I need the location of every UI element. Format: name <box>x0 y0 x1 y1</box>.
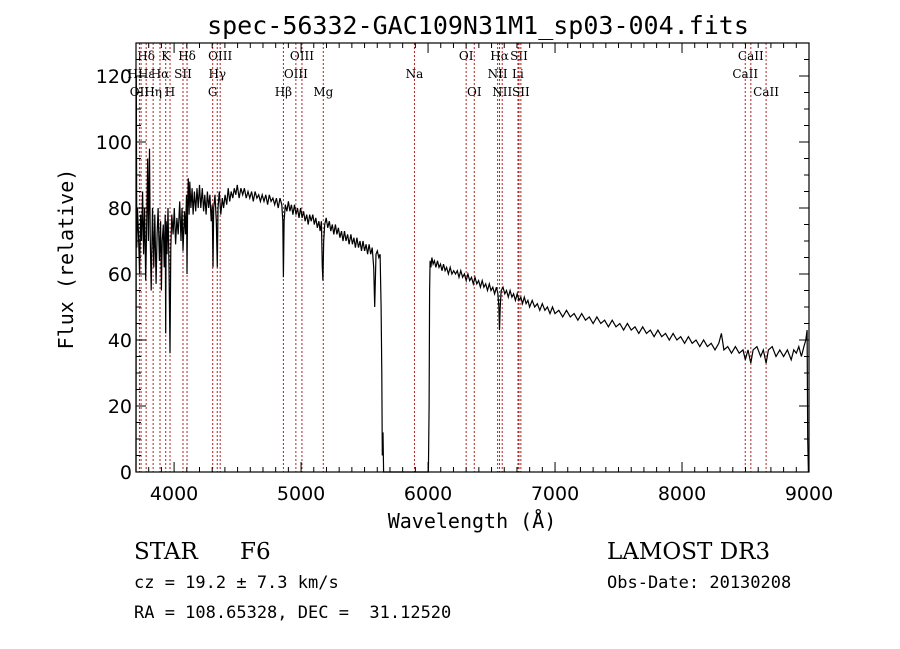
y-tick-label: 0 <box>120 462 132 484</box>
x-tick-label: 7000 <box>531 483 579 505</box>
marker-label: CaII <box>732 67 758 81</box>
x-tick-label: 5000 <box>277 483 325 505</box>
marker-label: Mg <box>313 85 333 99</box>
flux-series-line <box>135 75 809 473</box>
marker-label: Hα <box>490 49 509 63</box>
x-tick-label: 4000 <box>150 483 198 505</box>
survey-name: LAMOST DR3 <box>607 539 771 565</box>
y-tick-label: 20 <box>108 396 132 418</box>
marker-label: SII <box>174 67 192 81</box>
marker-label: Hδ <box>137 49 155 63</box>
marker-label: SII <box>510 49 528 63</box>
marker-label: Hβ <box>275 85 292 99</box>
coordinates: RA = 108.65328, DEC = 31.12520 <box>134 603 452 623</box>
plot-frame <box>135 42 810 473</box>
marker-label: K <box>161 49 171 63</box>
marker-label: OIII <box>208 49 232 63</box>
marker-label: OI <box>459 49 474 63</box>
marker-label: Hα <box>151 67 170 81</box>
marker-label: Li <box>512 67 524 81</box>
y-axis-label: Flux (relative) <box>54 169 78 350</box>
redshift-velocity: cz = 19.2 ± 7.3 km/s <box>134 573 339 593</box>
marker-label: CaII <box>738 49 764 63</box>
x-axis-label: Wavelength (Å) <box>388 509 557 533</box>
marker-label: Hγ <box>208 67 226 81</box>
marker-label: G <box>208 85 218 99</box>
object-subclass: F6 <box>240 539 271 565</box>
y-tick-label: 60 <box>108 264 132 286</box>
marker-label: Hη <box>144 85 162 99</box>
marker-label: SII <box>512 85 530 99</box>
marker-label: OI <box>467 85 482 99</box>
x-tick-label: 6000 <box>404 483 452 505</box>
x-tick-label: 9000 <box>785 483 833 505</box>
marker-label: CaII <box>753 85 779 99</box>
x-tick-label: 8000 <box>658 483 706 505</box>
marker-label: OIII <box>290 49 314 63</box>
marker-label: OIII <box>284 67 308 81</box>
marker-label: H <box>165 85 175 99</box>
marker-label: Na <box>406 67 424 81</box>
x-axis-ticks: 4000 5000 6000 7000 8000 9000 <box>135 43 833 505</box>
chart-title: spec-56332-GAC109N31M1_sp03-004.fits <box>207 11 749 40</box>
y-axis-ticks: 0 20 40 60 80 100 120 <box>96 42 809 484</box>
y-tick-label: 100 <box>96 132 132 154</box>
y-tick-label: 80 <box>108 198 132 220</box>
object-class: STAR <box>134 539 198 565</box>
marker-label: NII <box>492 85 512 99</box>
observation-date: Obs-Date: 20130208 <box>607 573 792 593</box>
marker-label: HHε <box>128 67 155 81</box>
y-tick-label: 120 <box>96 66 132 88</box>
marker-label: Hδ <box>178 49 196 63</box>
y-tick-label: 40 <box>108 330 132 352</box>
marker-label: NII <box>488 67 508 81</box>
